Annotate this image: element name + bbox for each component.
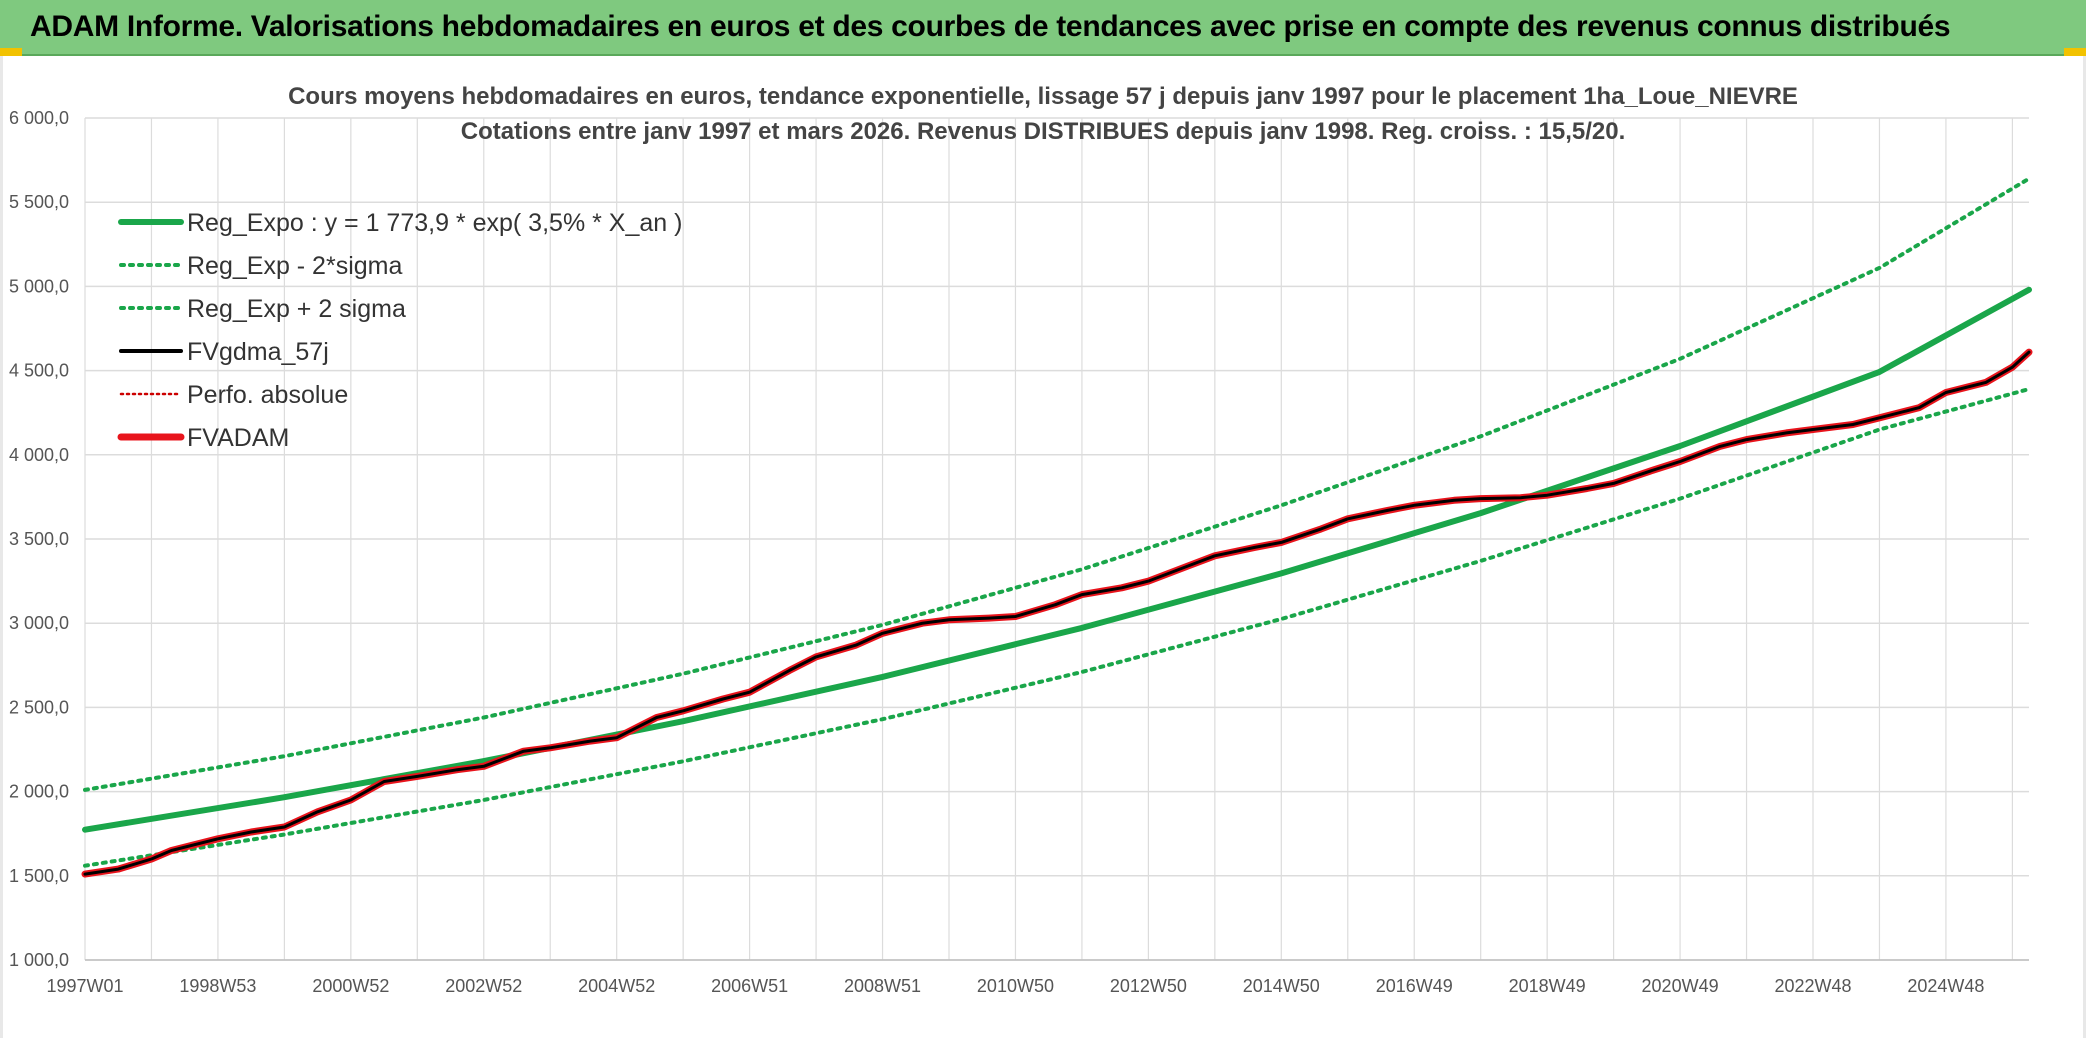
- x-tick-label: 2002W52: [445, 976, 522, 996]
- x-tick-label: 2010W50: [977, 976, 1054, 996]
- y-tick-label: 1 000,0: [9, 950, 69, 970]
- chart-frame: 1 000,0 1 500,0 2 000,0 2 500,0 3 000,0 3 500…: [0, 56, 2086, 1038]
- x-tick-label: 2020W49: [1642, 976, 1719, 996]
- y-tick-label: 5 500,0: [9, 192, 69, 212]
- banner-corner-left: [0, 48, 22, 56]
- legend-label: Reg_Expo : y = 1 773,9 * exp( 3,5% * X_a…: [187, 209, 682, 237]
- x-tick-label: 2024W48: [1907, 976, 1984, 996]
- y-tick-label: 3 500,0: [9, 529, 69, 549]
- y-tick-label: 2 000,0: [9, 782, 69, 802]
- axes: 1 000,0 1 500,0 2 000,0 2 500,0 3 000,0 3 500…: [9, 108, 2029, 996]
- series-line-5: [81, 348, 2033, 878]
- series-line-1: [83, 387, 2031, 868]
- y-tick-label: 4 000,0: [9, 445, 69, 465]
- y-tick-label: 4 500,0: [9, 361, 69, 381]
- x-tick-label: 2000W52: [312, 976, 389, 996]
- legend-label: FVADAM: [187, 424, 289, 452]
- y-tick-label: 6 000,0: [9, 108, 69, 128]
- x-tick-label: 1997W01: [46, 976, 123, 996]
- series-lines: [81, 176, 2033, 878]
- line-chart: 1 000,0 1 500,0 2 000,0 2 500,0 3 000,0 3 500…: [9, 83, 2033, 996]
- x-tick-label: 2014W50: [1243, 976, 1320, 996]
- legend-label: Perfo. absolue: [187, 381, 348, 409]
- chart-title-line: Cours moyens hebdomadaires en euros, ten…: [288, 83, 1798, 110]
- x-tick-label: 2006W51: [711, 976, 788, 996]
- chart-title: Cours moyens hebdomadaires en euros, ten…: [288, 83, 1798, 145]
- x-tick-label: 1998W53: [179, 976, 256, 996]
- series-line-2: [83, 176, 2031, 792]
- y-tick-label: 3 000,0: [9, 613, 69, 633]
- report-banner: ADAM Informe. Valorisations hebdomadaire…: [0, 0, 2086, 56]
- legend: Reg_Expo : y = 1 773,9 * exp( 3,5% * X_a…: [117, 209, 682, 452]
- legend-label: Reg_Exp + 2 sigma: [187, 295, 406, 323]
- gridlines: [84, 117, 2029, 961]
- banner-corner-right: [2064, 48, 2086, 56]
- x-tick-label: 2008W51: [844, 976, 921, 996]
- series-line-3: [83, 350, 2031, 876]
- x-tick-label: 2016W49: [1376, 976, 1453, 996]
- y-tick-label: 1 500,0: [9, 866, 69, 886]
- x-tick-label: 2022W48: [1774, 976, 1851, 996]
- x-tick-label: 2004W52: [578, 976, 655, 996]
- x-tick-label: 2018W49: [1509, 976, 1586, 996]
- x-tick-label: 2012W50: [1110, 976, 1187, 996]
- legend-label: FVgdma_57j: [187, 338, 329, 366]
- chart-title-line: Cotations entre janv 1997 et mars 2026. …: [461, 118, 1626, 145]
- y-tick-label: 5 000,0: [9, 276, 69, 296]
- legend-label: Reg_Exp - 2*sigma: [187, 252, 402, 280]
- report-title: ADAM Informe. Valorisations hebdomadaire…: [30, 10, 1951, 43]
- y-tick-label: 2 500,0: [9, 697, 69, 717]
